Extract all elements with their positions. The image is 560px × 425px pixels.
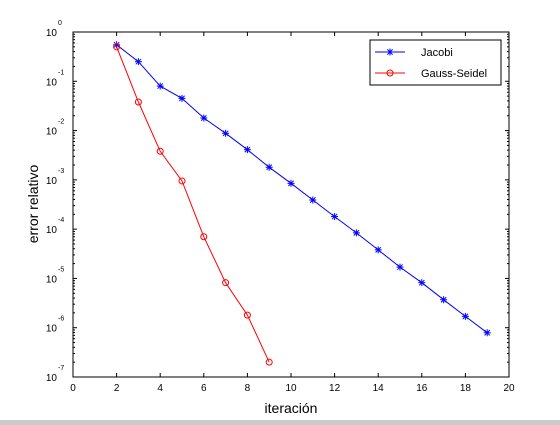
marker-stroke bbox=[484, 329, 491, 336]
data-point-jacobi bbox=[331, 213, 339, 221]
data-point-jacobi bbox=[243, 146, 251, 154]
data-point-gauss-seidel bbox=[178, 177, 186, 185]
y-tick-label-base: 10 bbox=[46, 373, 58, 384]
y-tick-label-base: 10 bbox=[46, 77, 58, 88]
y-tick-label-exponent: -3 bbox=[58, 168, 64, 175]
data-point-jacobi bbox=[396, 263, 404, 271]
marker-stroke bbox=[113, 41, 120, 48]
x-tick-label: 8 bbox=[245, 383, 251, 394]
x-tick-label: 10 bbox=[285, 383, 297, 394]
data-point-jacobi bbox=[265, 163, 273, 171]
legend-box bbox=[369, 39, 502, 86]
marker-stroke bbox=[331, 213, 338, 220]
x-tick-label: 2 bbox=[114, 383, 120, 394]
data-point-jacobi bbox=[287, 179, 295, 187]
marker-stroke bbox=[222, 130, 229, 137]
y-tick-label-exponent: -5 bbox=[58, 266, 64, 273]
y-axis-title: error relativo bbox=[25, 165, 41, 244]
data-point-jacobi bbox=[178, 94, 186, 102]
marker-stroke bbox=[266, 164, 273, 171]
x-tick-label: 16 bbox=[416, 383, 428, 394]
y-tick-label-base: 10 bbox=[46, 28, 58, 39]
data-point-jacobi bbox=[461, 312, 469, 320]
data-point-gauss-seidel bbox=[222, 279, 230, 287]
marker-stroke bbox=[375, 246, 382, 253]
data-point-gauss-seidel bbox=[265, 358, 273, 366]
y-tick-label-base: 10 bbox=[46, 176, 58, 187]
marker-stroke bbox=[418, 279, 425, 286]
marker-stroke bbox=[288, 180, 294, 187]
x-tick-label: 0 bbox=[70, 383, 76, 394]
y-tick-label-base: 10 bbox=[46, 324, 58, 335]
marker-stroke bbox=[244, 146, 251, 153]
data-point-jacobi bbox=[200, 114, 208, 122]
y-tick-label-exponent: -6 bbox=[58, 316, 64, 323]
plot-area bbox=[72, 31, 510, 378]
x-tick-label: 20 bbox=[503, 383, 515, 394]
data-point-gauss-seidel bbox=[156, 147, 164, 155]
y-tick-label-base: 10 bbox=[46, 274, 58, 285]
x-tick-label: 14 bbox=[373, 383, 385, 394]
data-point-jacobi bbox=[483, 329, 491, 337]
data-point-jacobi bbox=[352, 229, 360, 237]
marker-stroke bbox=[179, 95, 185, 102]
legend-label-jacobi: Jacobi bbox=[421, 47, 453, 59]
legend-marker-gauss-seidel bbox=[386, 69, 394, 77]
legend: Jacobi Gauss-Seidel bbox=[369, 39, 502, 86]
x-tick-label: 4 bbox=[157, 383, 163, 394]
y-tick-label-exponent: -7 bbox=[58, 365, 64, 372]
data-point-gauss-seidel bbox=[113, 43, 121, 51]
data-point-jacobi bbox=[134, 58, 142, 66]
marker-stroke bbox=[135, 58, 142, 65]
x-tick-label: 18 bbox=[460, 383, 472, 394]
series-layer bbox=[113, 41, 491, 366]
data-point-jacobi bbox=[309, 196, 317, 204]
data-point-gauss-seidel bbox=[200, 233, 208, 241]
legend-marker-jacobi bbox=[386, 48, 394, 56]
x-tick-label: 6 bbox=[201, 383, 207, 394]
data-point-jacobi bbox=[156, 82, 164, 90]
y-tick-label-base: 10 bbox=[46, 225, 58, 236]
y-tick-label-exponent: 0 bbox=[58, 20, 62, 27]
y-tick-label-exponent: -1 bbox=[58, 69, 64, 76]
marker-stroke bbox=[157, 83, 164, 90]
marker-stroke bbox=[387, 49, 393, 55]
marker-stroke bbox=[397, 264, 403, 271]
data-point-jacobi bbox=[418, 279, 426, 287]
data-point-jacobi bbox=[440, 296, 448, 304]
legend-marker-shape bbox=[386, 48, 394, 56]
series-line-gauss-seidel bbox=[116, 46, 270, 363]
data-point-gauss-seidel bbox=[243, 311, 251, 319]
x-axis-title: iteración bbox=[265, 400, 318, 416]
marker-stroke bbox=[462, 313, 469, 320]
y-tick-label-exponent: -4 bbox=[58, 217, 64, 224]
y-tick-label-exponent: -2 bbox=[58, 119, 64, 126]
x-tick-label: 12 bbox=[329, 383, 341, 394]
data-point-jacobi bbox=[222, 129, 230, 137]
marker-stroke bbox=[353, 229, 360, 236]
axis-ticks: 0 2 4 6 8 10 12 14 16 18 2010010-110-210-310-410-5… bbox=[46, 20, 515, 394]
marker-stroke bbox=[440, 296, 447, 303]
marker-stroke bbox=[200, 115, 207, 121]
marker-stroke bbox=[309, 197, 316, 203]
series-line-jacobi bbox=[116, 44, 488, 334]
y-tick-label-base: 10 bbox=[46, 127, 58, 138]
data-point-gauss-seidel bbox=[134, 98, 142, 106]
legend-label-gauss-seidel: Gauss-Seidel bbox=[421, 68, 487, 80]
data-point-jacobi bbox=[374, 246, 382, 254]
